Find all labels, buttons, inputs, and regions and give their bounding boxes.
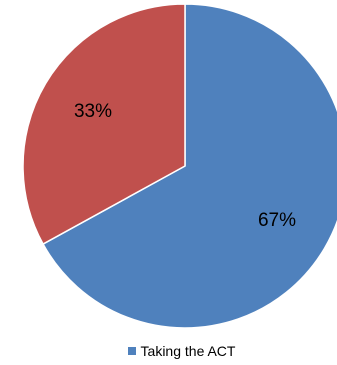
legend-label-1: Taking the ACT xyxy=(140,343,236,359)
legend-item-1: Taking the ACT xyxy=(127,343,236,359)
pie-slice-1-label: 67% xyxy=(258,210,296,231)
pie-slices xyxy=(22,3,337,329)
legend-swatch-1 xyxy=(127,347,136,355)
pie-labels: 67% 33% xyxy=(74,101,296,231)
pie-slice-2 xyxy=(22,3,186,245)
pie-slice-2-label: 33% xyxy=(74,101,112,122)
legend: Taking the ACT xyxy=(0,343,337,359)
pie-slice-1 xyxy=(42,3,337,329)
